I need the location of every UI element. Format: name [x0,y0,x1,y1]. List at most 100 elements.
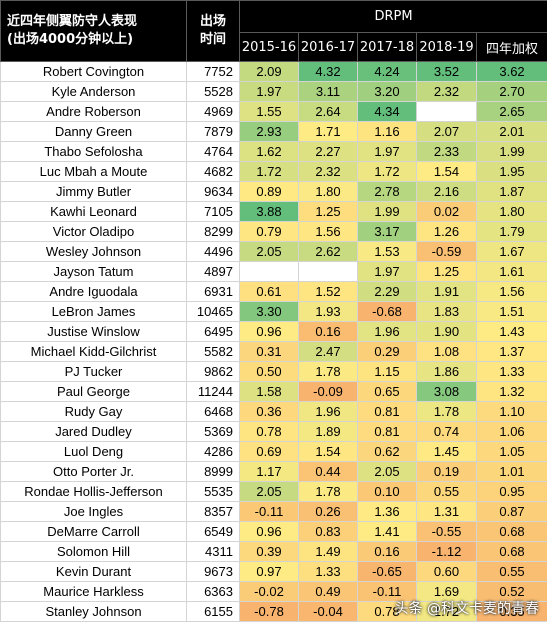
table-row: Victor Oladipo 8299 0.79 1.56 3.17 1.26 1.79 [0,221,547,242]
drpm-2018-19: 0.02 [416,201,477,222]
drpm-2017-18: 3.20 [357,81,417,102]
player-name: PJ Tucker [0,361,187,382]
drpm-2018-19: 3.08 [416,381,477,402]
drpm-weighted: 1.56 [475,281,547,302]
drpm-2018-19: 1.25 [416,261,477,282]
drpm-2016-17: 2.62 [298,241,358,262]
drpm-2018-19: 2.33 [416,141,477,162]
drpm-2015-16: 1.97 [239,81,299,102]
drpm-2016-17: 4.32 [298,61,358,82]
drpm-2017-18: 1.72 [357,161,417,182]
drpm-2015-16: 2.05 [239,241,299,262]
player-name: Kyle Anderson [0,81,187,102]
drpm-2016-17: 1.25 [298,201,358,222]
drpm-2015-16: 0.89 [239,181,299,202]
drpm-2016-17: 2.47 [298,341,358,362]
drpm-2017-18: 3.17 [357,221,417,242]
drpm-2018-19: -1.12 [416,541,477,562]
minutes-played: 6549 [186,521,240,542]
drpm-weighted: 1.10 [475,401,547,422]
drpm-2018-19 [416,101,477,122]
drpm-2015-16: 1.72 [239,161,299,182]
drpm-2017-18: 1.99 [357,201,417,222]
table-row: Luc Mbah a Moute 4682 1.72 2.32 1.72 1.54 1.95 [0,161,547,182]
drpm-2017-18: 1.53 [357,241,417,262]
table-row: LeBron James 10465 3.30 1.93 -0.68 1.83 1.51 [0,301,547,322]
drpm-2018-19: 1.83 [416,301,477,322]
drpm-2017-18: 2.78 [357,181,417,202]
table-row: Michael Kidd-Gilchrist 5582 0.31 2.47 0.29 1.… [0,341,547,362]
table-row: Jimmy Butler 9634 0.89 1.80 2.78 2.16 1.87 [0,181,547,202]
drpm-2016-17: 3.11 [298,81,358,102]
player-name: Thabo Sefolosha [0,141,187,162]
drpm-2018-19: 1.78 [416,401,477,422]
minutes-header-line1: 出场 [199,14,226,29]
minutes-played: 4764 [186,141,240,162]
minutes-played: 9673 [186,561,240,582]
drpm-2017-18: 0.16 [357,541,417,562]
minutes-played: 8299 [186,221,240,242]
drpm-2017-18: 0.29 [357,341,417,362]
player-name: Kevin Durant [0,561,187,582]
col-header-2015-16: 2015-16 [239,32,299,62]
minutes-played: 4682 [186,161,240,182]
player-name: DeMarre Carroll [0,521,187,542]
drpm-weighted: 1.43 [475,321,547,342]
player-name: Victor Oladipo [0,221,187,242]
table-row: Danny Green 7879 2.93 1.71 1.16 2.07 2.01 [0,121,547,142]
drpm-2017-18: 4.24 [357,61,417,82]
drpm-weighted: 1.51 [475,301,547,322]
drpm-weighted: 0.52 [475,581,547,602]
player-name: Luol Deng [0,441,187,462]
minutes-played: 6363 [186,581,240,602]
drpm-2018-19: -0.59 [416,241,477,262]
table-row: Kevin Durant 9673 0.97 1.33 -0.65 0.60 0.55 [0,561,547,582]
drpm-2015-16: 3.88 [239,201,299,222]
drpm-2016-17: 1.93 [298,301,358,322]
drpm-weighted: 1.33 [475,361,547,382]
drpm-2015-16: 2.09 [239,61,299,82]
drpm-weighted: 0.95 [475,481,547,502]
player-name: Jimmy Butler [0,181,187,202]
drpm-2016-17 [298,261,358,282]
drpm-2015-16: 2.05 [239,481,299,502]
drpm-2016-17: 1.78 [298,361,358,382]
minutes-played: 6155 [186,601,240,622]
player-name: Rudy Gay [0,401,187,422]
drpm-2017-18: 1.36 [357,501,417,522]
player-name: Robert Covington [0,61,187,82]
drpm-2016-17: 1.80 [298,181,358,202]
drpm-2015-16: -0.78 [239,601,299,622]
minutes-played: 8357 [186,501,240,522]
drpm-2015-16: 0.39 [239,541,299,562]
minutes-played: 4897 [186,261,240,282]
drpm-2015-16: 0.96 [239,321,299,342]
drpm-2017-18: 0.81 [357,421,417,442]
drpm-2015-16: 1.62 [239,141,299,162]
drpm-2018-19: 1.45 [416,441,477,462]
minutes-played: 5582 [186,341,240,362]
minutes-played: 4311 [186,541,240,562]
drpm-2018-19: 1.90 [416,321,477,342]
drpm-2015-16: 0.50 [239,361,299,382]
drpm-2015-16: 1.58 [239,381,299,402]
drpm-weighted: 1.32 [475,381,547,402]
col-header-2017-18: 2017-18 [357,32,417,62]
table-row: Jayson Tatum 4897 1.97 1.25 1.61 [0,261,547,282]
drpm-2016-17: 1.49 [298,541,358,562]
drpm-2015-16: 0.31 [239,341,299,362]
drpm-weighted: 1.80 [475,201,547,222]
table-row: Luol Deng 4286 0.69 1.54 0.62 1.45 1.05 [0,441,547,462]
minutes-played: 11244 [186,381,240,402]
drpm-2017-18: 4.34 [357,101,417,122]
drpm-weighted: 1.37 [475,341,547,362]
drpm-2016-17: 1.96 [298,401,358,422]
table-row: Rudy Gay 6468 0.36 1.96 0.81 1.78 1.10 [0,401,547,422]
player-name: Stanley Johnson [0,601,187,622]
table-row: DeMarre Carroll 6549 0.96 0.83 1.41 -0.55 0.68 [0,521,547,542]
drpm-2016-17: 1.33 [298,561,358,582]
minutes-played: 6468 [186,401,240,422]
drpm-2018-19: 0.60 [416,561,477,582]
drpm-2017-18: 0.65 [357,381,417,402]
minutes-played: 10465 [186,301,240,322]
